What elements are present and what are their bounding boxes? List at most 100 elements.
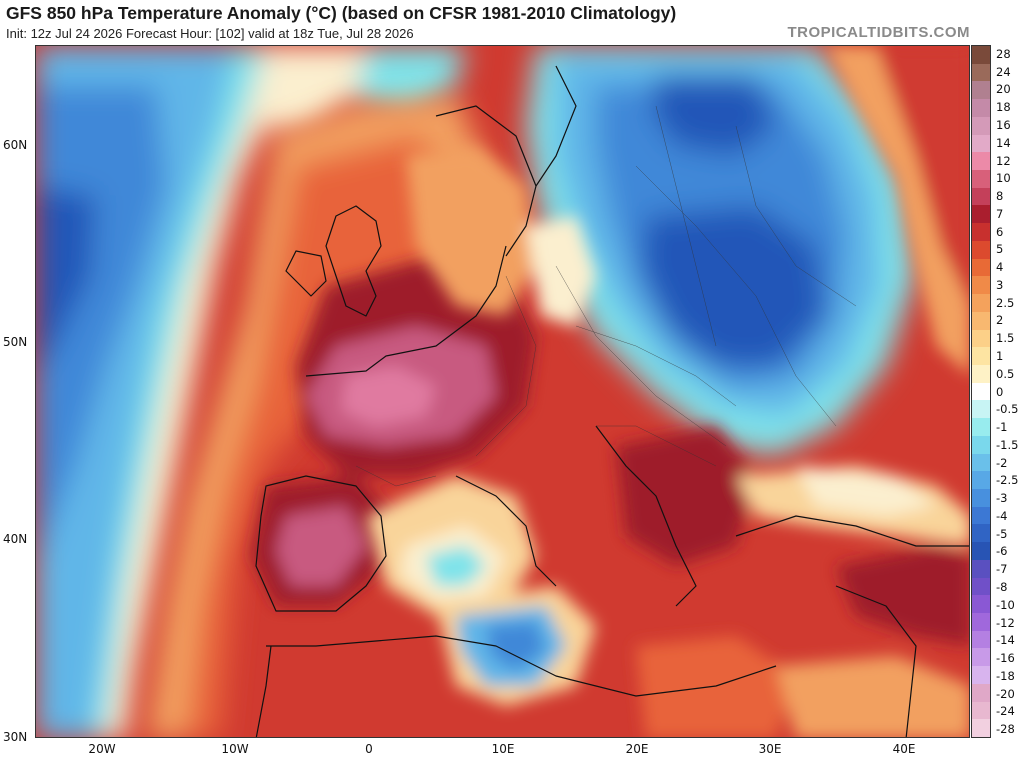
colorbar-label: 7 [996, 206, 1004, 221]
lon-label-30e: 30E [758, 742, 782, 756]
colorbar-swatch [972, 46, 990, 64]
colorbar-swatch [972, 311, 990, 330]
colorbar-label: 18 [996, 100, 1011, 115]
coastlines [255, 65, 969, 737]
colorbar-swatch [972, 205, 990, 224]
country-borders [355, 105, 857, 487]
colorbar-swatch [972, 99, 990, 117]
anomaly-map [35, 45, 970, 738]
colorbar-label: 28 [996, 46, 1011, 61]
colorbar-swatch [972, 152, 990, 171]
lat-label-30n: 30N [3, 730, 28, 744]
colorbar-label: 3 [996, 277, 1004, 292]
colorbar-label: -1.5 [996, 437, 1019, 452]
lon-label-0: 0 [365, 742, 373, 756]
colorbar-swatch [972, 683, 990, 702]
colorbar-swatch [972, 258, 990, 277]
colorbar-label: 0 [996, 384, 1004, 399]
colorbar-label: 1.5 [996, 331, 1015, 346]
colorbar-swatch [972, 240, 990, 259]
colorbar-swatch [972, 134, 990, 153]
brand-watermark[interactable]: TROPICALTIDBITS.COM [787, 24, 970, 41]
colorbar-swatch [972, 276, 990, 295]
colorbar-label: 16 [996, 117, 1011, 132]
colorbar-label: 5 [996, 242, 1004, 257]
colorbar-label: -1 [996, 420, 1008, 435]
lon-label-20w: 20W [88, 742, 116, 756]
colorbar-swatch [972, 701, 990, 720]
colorbar-swatch [972, 559, 990, 578]
colorbar-swatch [972, 471, 990, 489]
colorbar-swatch [972, 648, 990, 667]
colorbar-swatch [972, 223, 990, 241]
colorbar-swatch [972, 347, 990, 365]
colorbar-swatch [972, 63, 990, 82]
colorbar-label: -12 [996, 615, 1015, 630]
colorbar-label: -2 [996, 455, 1008, 470]
colorbar-label: -16 [996, 651, 1015, 666]
colorbar-label: 14 [996, 135, 1011, 150]
colorbar-swatch [972, 719, 990, 738]
colorbar-label: -3 [996, 491, 1008, 506]
colorbar-label: 1 [996, 348, 1004, 363]
map-title: GFS 850 hPa Temperature Anomaly (°C) (ba… [6, 3, 677, 23]
colorbar-label: 2 [996, 313, 1004, 328]
colorbar-label: -4 [996, 508, 1008, 523]
colorbar-label: 8 [996, 189, 1004, 204]
colorbar-label: -8 [996, 579, 1008, 594]
colorbar-swatch [972, 488, 990, 507]
colorbar-label: -28 [996, 722, 1015, 737]
colorbar-label: -5 [996, 526, 1008, 541]
lat-label-60n: 60N [3, 138, 28, 152]
colorbar-label: -10 [996, 597, 1015, 612]
lon-label-40e: 40E [892, 742, 916, 756]
map-subtitle: Init: 12z Jul 24 2026 Forecast Hour: [10… [6, 26, 414, 41]
anomaly-map-svg [36, 46, 969, 737]
colorbar-label: -6 [996, 544, 1008, 559]
colorbar-swatch [972, 116, 990, 135]
colorbar-swatch [972, 542, 990, 560]
colorbar-labels: 28 24 20 18 16 14 12 10 8 7 6 5 4 3 2.5 2 1.5 1 0.5 0 -0.5 -1… [996, 45, 1024, 738]
colorbar-swatch [972, 613, 990, 631]
colorbar-swatch [972, 666, 990, 684]
colorbar-swatch [972, 294, 990, 312]
colorbar-swatch [972, 524, 990, 543]
colorbar-label: 20 [996, 82, 1011, 97]
lon-label-10e: 10E [491, 742, 515, 756]
colorbar-label: 24 [996, 64, 1011, 79]
colorbar-swatch [972, 506, 990, 525]
colorbar-label: -0.5 [996, 402, 1019, 417]
colorbar-swatch [972, 364, 990, 383]
colorbar-swatch [972, 170, 990, 188]
colorbar-label: 12 [996, 153, 1011, 168]
colorbar-swatch [972, 595, 990, 613]
colorbar-swatch [972, 187, 990, 206]
colorbar-label: 2.5 [996, 295, 1015, 310]
colorbar-label: -18 [996, 668, 1015, 683]
colorbar-label: -20 [996, 686, 1015, 701]
lon-label-10w: 10W [221, 742, 249, 756]
colorbar-label: 0.5 [996, 366, 1015, 381]
eastern-europe-cool-anomaly [526, 46, 916, 456]
colorbar-swatch [972, 81, 990, 100]
colorbar-swatch [972, 329, 990, 348]
lon-label-20e: 20E [625, 742, 649, 756]
colorbar-label: -2.5 [996, 473, 1019, 488]
colorbar-swatch [972, 435, 990, 454]
northeast-warm-fringe [826, 46, 969, 375]
colorbar-swatch [972, 400, 990, 419]
colorbar-label: -14 [996, 633, 1015, 648]
colorbar-label: -7 [996, 562, 1008, 577]
colorbar-swatch [972, 382, 990, 401]
colorbar-label: 10 [996, 171, 1011, 186]
colorbar-swatch [972, 418, 990, 436]
colorbar-label: 4 [996, 260, 1004, 275]
balkans-warm-anomaly [616, 426, 969, 737]
colorbar-swatch [972, 453, 990, 472]
lat-label-50n: 50N [3, 335, 28, 349]
colorbar-swatch [972, 630, 990, 649]
colorbar [971, 45, 991, 738]
lat-label-40n: 40N [3, 532, 28, 546]
colorbar-label: 6 [996, 224, 1004, 239]
colorbar-swatch [972, 577, 990, 596]
